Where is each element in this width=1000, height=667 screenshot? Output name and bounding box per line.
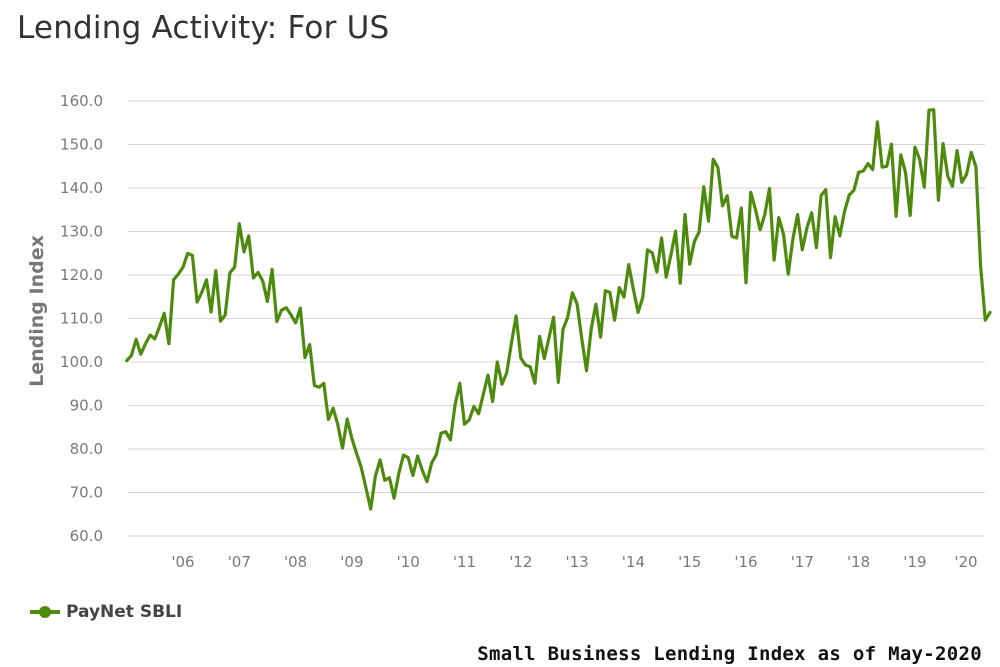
gridlines xyxy=(128,100,985,537)
y-tick-label: 110.0 xyxy=(60,310,103,328)
y-tick-label: 80.0 xyxy=(70,440,103,458)
y-tick-label: 140.0 xyxy=(60,179,103,197)
y-tick-label: 60.0 xyxy=(70,527,103,545)
x-axis-ticks: '06 '07 '08 '09 '10 '11 '12 '13 '14 '15 '16 '17 '18 '… xyxy=(171,553,977,571)
x-tick-label: '11 xyxy=(453,553,476,571)
x-tick-label: '15 xyxy=(678,553,701,571)
y-tick-label: 70.0 xyxy=(70,484,103,502)
legend-label: PayNet SBLI xyxy=(66,602,183,622)
x-tick-label: '17 xyxy=(791,553,814,571)
y-tick-label: 100.0 xyxy=(60,353,103,371)
x-tick-label: '20 xyxy=(954,553,977,571)
y-tick-label: 150.0 xyxy=(60,136,103,154)
x-tick-label: '16 xyxy=(734,553,757,571)
chart-title: Lending Activity: For US xyxy=(17,10,390,46)
legend[interactable]: PayNet SBLI xyxy=(30,602,182,622)
series-line-paynet-sbli[interactable] xyxy=(125,108,992,511)
y-axis-label: Lending Index xyxy=(26,235,48,387)
footnote: Small Business Lending Index as of May-2… xyxy=(477,643,982,665)
y-tick-label: 130.0 xyxy=(60,223,103,241)
series-group xyxy=(125,108,992,511)
x-tick-label: '12 xyxy=(509,553,532,571)
x-tick-label: '18 xyxy=(847,553,870,571)
y-tick-label: 120.0 xyxy=(60,266,103,284)
y-tick-label: 160.0 xyxy=(60,92,103,110)
x-tick-label: '09 xyxy=(340,553,363,571)
x-tick-label: '19 xyxy=(903,553,926,571)
x-tick-label: '14 xyxy=(622,553,645,571)
y-axis-ticks: 60.0 70.0 80.0 90.0 100.0 110.0 120.0 130.0 140.… xyxy=(60,92,103,545)
x-tick-label: '08 xyxy=(284,553,307,571)
x-tick-label: '10 xyxy=(397,553,420,571)
y-tick-label: 90.0 xyxy=(70,397,103,415)
legend-swatch-icon xyxy=(30,602,60,622)
x-tick-label: '07 xyxy=(228,553,251,571)
x-tick-label: '06 xyxy=(171,553,194,571)
x-tick-label: '13 xyxy=(565,553,588,571)
